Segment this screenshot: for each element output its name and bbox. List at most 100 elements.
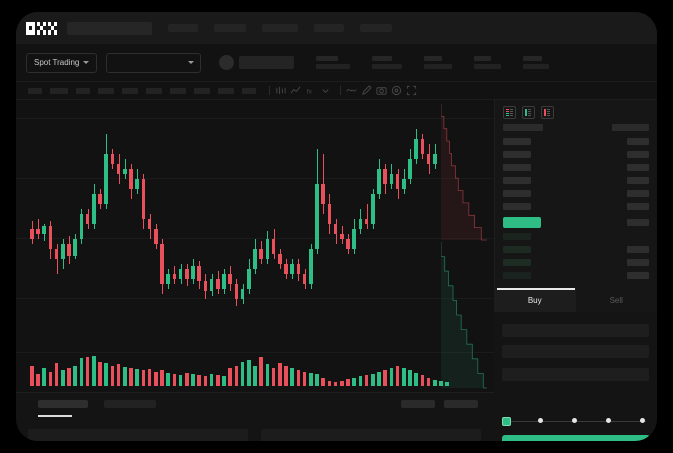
coin-avatar [219, 55, 235, 70]
pencil-icon[interactable] [361, 85, 372, 96]
candle-body [346, 238, 350, 249]
ask-row-price[interactable] [503, 138, 531, 145]
nav-item-4[interactable] [314, 24, 344, 32]
tab-sell[interactable]: Sell [609, 295, 623, 305]
timeframe-button-6[interactable] [146, 87, 162, 94]
stepper-dot-2[interactable] [572, 418, 577, 423]
wave-icon[interactable] [346, 85, 357, 96]
ask-row-price[interactable] [503, 203, 531, 210]
timeframe-button-3[interactable] [76, 87, 90, 94]
bottom-action-2[interactable] [444, 400, 478, 408]
volume-bar [110, 365, 115, 386]
trading-pair-selector[interactable] [106, 52, 202, 73]
timeframe-button-5[interactable] [122, 87, 138, 94]
order-field-1[interactable] [502, 324, 649, 337]
volume-bar [73, 365, 77, 386]
coin-name-label [239, 56, 295, 69]
fullscreen-icon[interactable] [406, 85, 417, 96]
candle-body [234, 283, 239, 299]
search-input[interactable] [67, 21, 152, 35]
stepper-dot-4[interactable] [640, 418, 645, 423]
order-field-2[interactable] [502, 345, 649, 358]
active-tab-indicator [497, 288, 575, 290]
ask-row-size[interactable] [627, 151, 649, 158]
candle-body [408, 158, 412, 179]
amount-stepper[interactable] [502, 417, 650, 426]
nav-item-1[interactable] [168, 24, 198, 32]
volume-bar [395, 365, 400, 386]
ask-row-size[interactable] [627, 164, 649, 171]
ask-row-size[interactable] [627, 203, 649, 210]
candle-body [265, 238, 270, 259]
timeframe-button-10[interactable] [242, 87, 256, 94]
both-icon[interactable] [503, 106, 516, 119]
price-chart[interactable] [16, 100, 494, 392]
stepper-dot-1[interactable] [538, 418, 543, 423]
bid-row-price[interactable] [503, 259, 531, 266]
volume-bar [315, 374, 319, 386]
trading-mode-selector[interactable]: Spot Trading [26, 52, 98, 73]
ask-row-price[interactable] [503, 151, 531, 158]
ask-row-size[interactable] [627, 190, 649, 197]
ask-row-price[interactable] [503, 164, 531, 171]
ask-row-price[interactable] [503, 177, 531, 184]
bid-row-size[interactable] [627, 246, 649, 253]
bid-row-price[interactable] [503, 272, 531, 279]
stepper-dot-3[interactable] [606, 418, 611, 423]
market-info-bar: Spot Trading [16, 44, 657, 82]
candle-body [259, 248, 263, 259]
okx-logo[interactable] [26, 21, 57, 35]
volume-bar [123, 366, 127, 386]
volume-bar [377, 371, 381, 386]
nav-item-5[interactable] [360, 24, 392, 32]
candle-body [147, 218, 152, 229]
timeframe-button-2[interactable] [50, 87, 68, 94]
bid-row-price[interactable] [503, 233, 531, 240]
stepper-handle[interactable] [502, 417, 511, 426]
candle-body [160, 243, 164, 284]
ask-row-size[interactable] [627, 138, 649, 145]
timeframe-button-8[interactable] [194, 87, 210, 94]
timeframe-button-1[interactable] [28, 87, 42, 94]
bids-only-icon[interactable] [522, 106, 535, 119]
market-stat-2 [372, 56, 403, 69]
ask-row-size[interactable] [627, 177, 649, 184]
bid-row-size[interactable] [627, 272, 649, 279]
camera-icon[interactable] [376, 85, 387, 96]
tab-buy[interactable]: Buy [494, 288, 576, 312]
volume-bar [265, 364, 270, 386]
chevron-down-icon[interactable] [320, 85, 331, 96]
bottom-tab-1[interactable] [38, 400, 88, 408]
last-price-row[interactable] [503, 217, 541, 228]
timeframe-button-7[interactable] [170, 87, 186, 94]
timeframe-button-4[interactable] [98, 87, 114, 94]
settings-icon[interactable] [391, 85, 402, 96]
volume-bar [172, 374, 177, 386]
line-chart-icon[interactable] [290, 85, 301, 96]
order-field-3[interactable] [502, 368, 649, 381]
nav-item-3[interactable] [262, 24, 298, 32]
submit-order-button[interactable] [502, 435, 650, 441]
timeframe-button-9[interactable] [218, 87, 234, 94]
toolbar-divider [340, 86, 341, 95]
volume-bar [259, 357, 263, 386]
volume-series [16, 336, 494, 386]
ask-row-price[interactable] [503, 190, 531, 197]
candles-icon[interactable] [275, 85, 286, 96]
bid-row-price[interactable] [503, 246, 531, 253]
bottom-panel [16, 392, 494, 441]
bottom-action-1[interactable] [401, 400, 435, 408]
candle-body [79, 213, 84, 239]
volume-bar [104, 363, 108, 386]
bid-row-size[interactable] [627, 259, 649, 266]
indicator-icon[interactable]: fx [305, 85, 316, 96]
volume-bar [321, 377, 325, 386]
logo-glyph-o [26, 21, 35, 35]
bottom-tab-2[interactable] [104, 400, 156, 408]
asks-only-icon[interactable] [541, 106, 554, 119]
nav-item-2[interactable] [214, 24, 246, 32]
candle-body [333, 223, 338, 234]
volume-bar [30, 365, 34, 386]
last-price-size[interactable] [627, 219, 649, 226]
